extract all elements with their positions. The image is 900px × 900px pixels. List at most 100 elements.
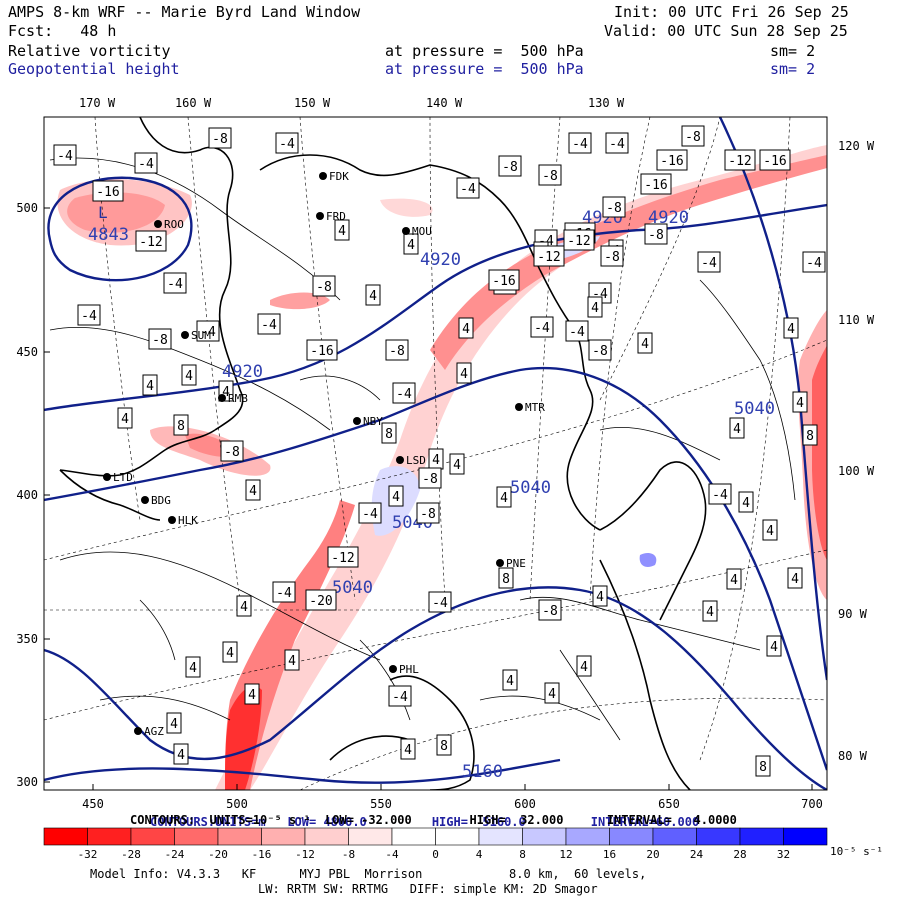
vorticity-label: 4 <box>117 407 133 429</box>
colorbar-label: -28 <box>121 848 141 861</box>
left-axis-label: 400 <box>16 488 38 502</box>
vorticity-label: -16 <box>640 173 672 195</box>
coastline <box>139 117 244 431</box>
svg-text:-4: -4 <box>261 318 277 333</box>
svg-text:MTR: MTR <box>525 401 545 414</box>
vorticity-label: -4 <box>392 382 416 404</box>
svg-text:4: 4 <box>248 688 256 703</box>
svg-text:-4: -4 <box>460 182 476 197</box>
svg-text:-16: -16 <box>492 274 515 289</box>
svg-text:8: 8 <box>806 429 814 444</box>
vorticity-contour <box>519 596 761 651</box>
field1-level: at pressure = 500 hPa <box>385 42 584 60</box>
vorticity-label: 8 <box>802 424 818 446</box>
colorbar-box <box>478 827 523 846</box>
vorticity-label: -16 <box>306 339 338 361</box>
svg-text:-8: -8 <box>542 604 558 619</box>
colorbar-box <box>87 827 132 846</box>
vorticity-label: -8 <box>418 467 442 489</box>
colorbar-label: -4 <box>385 848 399 861</box>
colorbar-label: 28 <box>733 848 746 861</box>
coastline <box>539 269 601 531</box>
top-longitude-label: 160 W <box>175 96 212 110</box>
field1-smoothing: sm= 2 <box>770 42 816 60</box>
svg-text:4: 4 <box>185 369 193 384</box>
height-contour-info: CONTOURS:UNITS=m LOW= 4800.0 HIGH= 5160.… <box>150 797 699 831</box>
vorticity-label: -8 <box>385 339 409 361</box>
vorticity-label: 4 <box>783 317 799 339</box>
colorbar-box <box>609 827 654 846</box>
svg-text:-16: -16 <box>96 185 119 200</box>
svg-text:4: 4 <box>222 385 230 400</box>
vorticity-label: -8 <box>498 155 522 177</box>
vorticity-contour <box>59 551 381 661</box>
station-marker: FDK <box>319 170 349 183</box>
vorticity-label: -4 <box>53 144 77 166</box>
top-longitude-label: 170 W <box>79 96 116 110</box>
vorticity-shade <box>225 686 262 790</box>
svg-text:4: 4 <box>462 322 470 337</box>
vorticity-contour <box>299 375 381 401</box>
vorticity-label: -8 <box>312 275 336 297</box>
svg-text:-8: -8 <box>422 472 438 487</box>
top-longitude-label: 140 W <box>426 96 463 110</box>
svg-text:4: 4 <box>796 396 804 411</box>
right-longitude-label: 110 W <box>838 313 875 327</box>
svg-text:4: 4 <box>548 687 556 702</box>
vorticity-label: -4 <box>272 581 296 603</box>
colorbar-box <box>130 827 175 846</box>
vorticity-label: -4 <box>530 316 554 338</box>
physics-info: LW: RRTM SW: RRTMG DIFF: simple KM: 2D S… <box>258 882 598 896</box>
vorticity-label: 4 <box>185 656 201 678</box>
colorbar-label: 12 <box>559 848 572 861</box>
station-marker: SUM <box>181 329 211 342</box>
colorbar-label: -8 <box>342 848 355 861</box>
height-contour-units: UNITS=m <box>215 815 266 829</box>
vorticity-label: 4 <box>458 317 474 339</box>
lat-lon-gridline <box>429 117 446 601</box>
svg-text:-8: -8 <box>152 333 168 348</box>
colorbar-box <box>304 827 349 846</box>
height-label: 4843 <box>88 225 129 245</box>
lat-lon-gridline <box>44 339 827 561</box>
svg-text:4: 4 <box>288 654 296 669</box>
svg-text:HLK: HLK <box>178 514 198 527</box>
svg-text:4: 4 <box>641 337 649 352</box>
svg-text:4: 4 <box>787 322 795 337</box>
station-marker: NBY <box>353 415 383 428</box>
low-pressure-marker: L <box>98 203 108 222</box>
top-longitude-label: 130 W <box>588 96 625 110</box>
vorticity-contour <box>99 695 231 721</box>
vorticity-label: -4 <box>77 304 101 326</box>
svg-text:-4: -4 <box>701 256 717 271</box>
vorticity-contour <box>599 426 721 461</box>
svg-text:4: 4 <box>453 458 461 473</box>
vorticity-label: -16 <box>656 149 688 171</box>
svg-text:-12: -12 <box>537 250 560 265</box>
svg-text:4: 4 <box>500 491 508 506</box>
svg-text:4: 4 <box>392 490 400 505</box>
svg-text:-4: -4 <box>609 137 625 152</box>
vorticity-label: 4 <box>245 479 261 501</box>
station-marker: RMB <box>218 392 248 405</box>
height-high-label: HIGH= <box>431 815 468 829</box>
svg-text:PNE: PNE <box>506 557 526 570</box>
colorbar-units: 10⁻⁵ s⁻¹ <box>830 845 883 858</box>
svg-text:4: 4 <box>596 590 604 605</box>
vorticity-label: 8 <box>381 422 397 444</box>
colorbar-label: 16 <box>603 848 616 861</box>
colorbar-box <box>174 827 219 846</box>
vorticity-contour <box>479 695 601 721</box>
station-marker: PHL <box>389 663 419 676</box>
station-marker: FRD <box>316 210 346 223</box>
svg-text:BDG: BDG <box>151 494 171 507</box>
height-label: 4920 <box>222 362 263 382</box>
height-contour <box>44 586 827 790</box>
height-interval-label: INTERVAL= <box>590 815 656 829</box>
field2-smoothing: sm= 2 <box>770 60 816 78</box>
vorticity-label: 4 <box>787 567 803 589</box>
vorticity-label: -16 <box>488 269 520 291</box>
vorticity-label: 4 <box>496 486 512 508</box>
colorbar-label: -16 <box>252 848 272 861</box>
svg-text:8: 8 <box>385 427 393 442</box>
